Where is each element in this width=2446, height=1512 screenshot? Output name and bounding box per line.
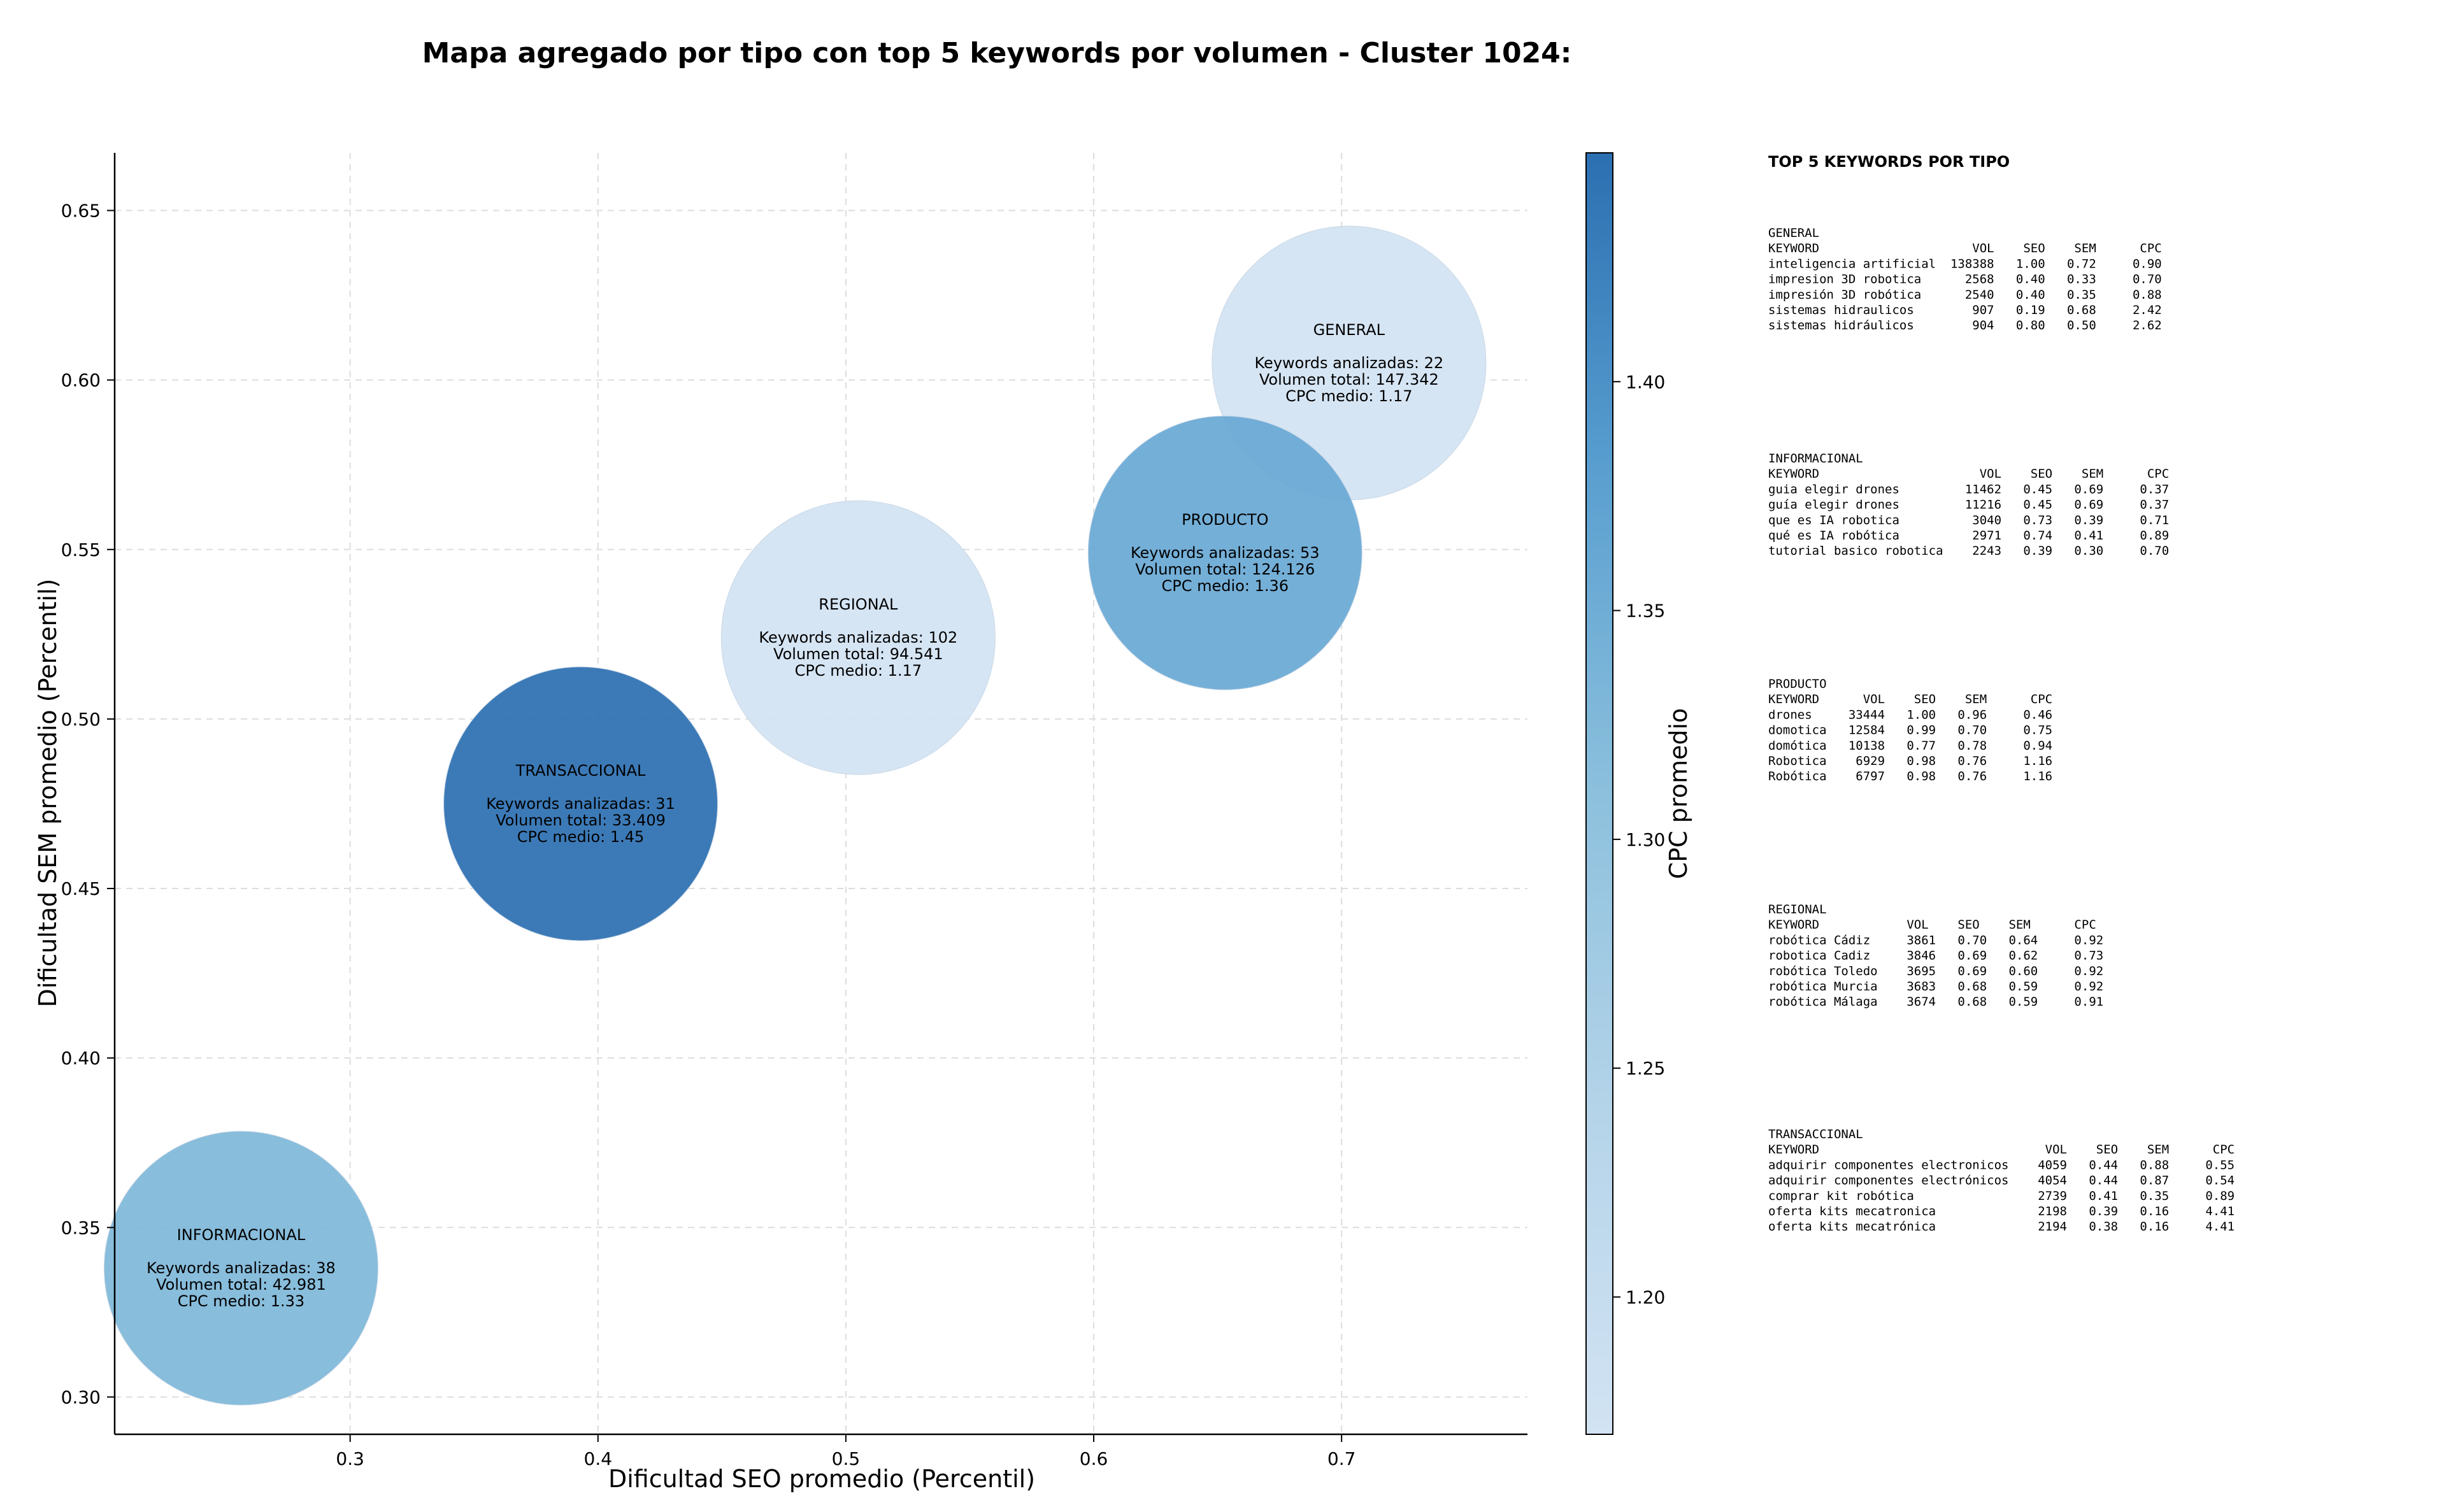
keyword-row: drones 33444 1.00 0.96 0.46 bbox=[1768, 708, 2052, 722]
y-tick-label: 0.65 bbox=[61, 200, 101, 221]
bubble-label-line: Keywords analizadas: 31 bbox=[486, 795, 675, 813]
y-tick-label: 0.40 bbox=[61, 1048, 101, 1069]
y-tick-label: 0.50 bbox=[61, 709, 101, 730]
bubble-label-line: Keywords analizadas: 53 bbox=[1131, 544, 1320, 562]
keyword-row: KEYWORD VOL SEO SEM CPC bbox=[1768, 241, 2162, 255]
keyword-row: sistemas hidraulicos 907 0.19 0.68 2.42 bbox=[1768, 303, 2162, 317]
axes: 0.3 0.4 0.5 0.6 0.7 0.30 0.35 0.40 0.45 0.50 0.55 0… bbox=[61, 153, 1527, 1469]
keyword-row: que es IA robotica 3040 0.73 0.39 0.71 bbox=[1768, 513, 2169, 527]
colorbar-tick-label: 1.25 bbox=[1626, 1058, 1665, 1079]
keyword-row: inteligencia artificial 138388 1.00 0.72… bbox=[1768, 257, 2162, 271]
bubble-label-line: CPC medio: 1.17 bbox=[1285, 387, 1413, 405]
keyword-row: sistemas hidráulicos 904 0.80 0.50 2.62 bbox=[1768, 318, 2162, 332]
keyword-row: robótica Murcia 3683 0.68 0.59 0.92 bbox=[1768, 980, 2103, 994]
bubble-transaccional: TRANSACCIONAL Keywords analizadas: 31Volu… bbox=[443, 666, 719, 941]
bubble-label-line: Keywords analizadas: 38 bbox=[147, 1259, 336, 1277]
bubble-label-line: Volumen total: 33.409 bbox=[496, 811, 666, 829]
y-tick-label: 0.35 bbox=[61, 1217, 101, 1238]
keyword-row: oferta kits mecatrónica 2194 0.38 0.16 4… bbox=[1768, 1220, 2235, 1234]
bubble-label-line: INFORMACIONAL bbox=[177, 1226, 306, 1244]
bubble-regional: REGIONAL Keywords analizadas: 102Volumen … bbox=[720, 500, 996, 775]
side-panel-heading: TOP 5 KEYWORDS POR TIPO bbox=[1768, 153, 2010, 171]
keyword-row: impresión 3D robótica 2540 0.40 0.35 0.8… bbox=[1768, 288, 2162, 302]
keyword-row: qué es IA robótica 2971 0.74 0.41 0.89 bbox=[1768, 529, 2169, 543]
keyword-row: Robótica 6797 0.98 0.76 1.16 bbox=[1768, 769, 2052, 783]
y-tick-label: 0.60 bbox=[61, 370, 101, 391]
bubble-informacional: INFORMACIONAL Keywords analizadas: 38Volu… bbox=[103, 1130, 378, 1406]
bubble-circle bbox=[103, 1130, 378, 1406]
bubble-label-line: Volumen total: 94.541 bbox=[773, 645, 943, 663]
bubble-label-line: CPC medio: 1.45 bbox=[517, 828, 645, 846]
keyword-row: robótica Cádiz 3861 0.70 0.64 0.92 bbox=[1768, 933, 2103, 947]
keyword-block-title: GENERAL bbox=[1768, 226, 1819, 240]
keyword-row: robótica Toledo 3695 0.69 0.60 0.92 bbox=[1768, 964, 2103, 978]
keyword-row: tutorial basico robotica 2243 0.39 0.30 … bbox=[1768, 544, 2169, 558]
keyword-block-title: PRODUCTO bbox=[1768, 677, 1827, 691]
y-tick-label: 0.55 bbox=[61, 539, 101, 560]
x-tick-label: 0.3 bbox=[336, 1448, 364, 1469]
keyword-row: KEYWORD VOL SEO SEM CPC bbox=[1768, 918, 2096, 932]
bubble-label-line: Keywords analizadas: 102 bbox=[759, 629, 957, 646]
keyword-row: domótica 10138 0.77 0.78 0.94 bbox=[1768, 739, 2052, 753]
keyword-row: KEYWORD VOL SEO SEM CPC bbox=[1768, 1143, 2235, 1157]
chart-title: Mapa agregado por tipo con top 5 keyword… bbox=[422, 37, 1572, 69]
keyword-row: domotica 12584 0.99 0.70 0.75 bbox=[1768, 724, 2052, 738]
keyword-row: oferta kits mecatronica 2198 0.39 0.16 4… bbox=[1768, 1204, 2235, 1218]
colorbar: 1.20 1.25 1.30 1.35 1.40 bbox=[1585, 152, 1665, 1435]
y-tick-label: 0.30 bbox=[61, 1387, 101, 1408]
bubble-circle bbox=[443, 666, 719, 941]
bubble-label-line: PRODUCTO bbox=[1182, 511, 1268, 529]
keyword-row: adquirir componentes electronicos 4059 0… bbox=[1768, 1158, 2235, 1172]
colorbar-tick-label: 1.40 bbox=[1626, 371, 1665, 392]
colorbar-tick-label: 1.35 bbox=[1626, 601, 1665, 622]
x-tick-label: 0.5 bbox=[832, 1448, 861, 1469]
x-tick-label: 0.7 bbox=[1327, 1448, 1356, 1469]
bubble-label-line: GENERAL bbox=[1313, 321, 1385, 339]
bubble-circle bbox=[720, 500, 996, 775]
bubble-circle bbox=[1087, 415, 1362, 690]
colorbar-gradient bbox=[1585, 152, 1613, 1435]
keyword-row: KEYWORD VOL SEO SEM CPC bbox=[1768, 467, 2169, 481]
bubble-label-line: REGIONAL bbox=[819, 596, 898, 613]
x-tick-label: 0.6 bbox=[1080, 1448, 1108, 1469]
keyword-row: robótica Málaga 3674 0.68 0.59 0.91 bbox=[1768, 995, 2103, 1009]
keyword-row: guia elegir drones 11462 0.45 0.69 0.37 bbox=[1768, 482, 2169, 496]
colorbar-label: CPC promedio bbox=[1664, 708, 1692, 880]
colorbar-tick-label: 1.30 bbox=[1626, 829, 1665, 850]
y-tick-label: 0.45 bbox=[61, 878, 101, 899]
keyword-row: guía elegir drones 11216 0.45 0.69 0.37 bbox=[1768, 498, 2169, 512]
bubble-label-line: Volumen total: 124.126 bbox=[1135, 560, 1315, 578]
bubble-label-line: Volumen total: 42.981 bbox=[156, 1276, 326, 1294]
bubble-label-line: CPC medio: 1.17 bbox=[795, 662, 922, 680]
colorbar-tick-label: 1.20 bbox=[1626, 1287, 1665, 1308]
keyword-row: Robotica 6929 0.98 0.76 1.16 bbox=[1768, 754, 2052, 768]
keyword-block-title: REGIONAL bbox=[1768, 902, 1827, 916]
keyword-row: robotica Cadiz 3846 0.69 0.62 0.73 bbox=[1768, 949, 2103, 963]
bubble-label-line: Keywords analizadas: 22 bbox=[1255, 354, 1444, 372]
bubble-label-line: TRANSACCIONAL bbox=[515, 762, 646, 780]
keyword-block-title: TRANSACCIONAL bbox=[1768, 1127, 1863, 1141]
bubble-label-line: Volumen total: 147.342 bbox=[1259, 371, 1439, 389]
x-axis-label: Dificultad SEO promedio (Percentil) bbox=[608, 1465, 1035, 1493]
keyword-row: comprar kit robótica 2739 0.41 0.35 0.89 bbox=[1768, 1189, 2235, 1203]
bubble-label-line: CPC medio: 1.33 bbox=[178, 1292, 305, 1310]
y-axis-label: Dificultad SEM promedio (Percentil) bbox=[34, 579, 62, 1008]
keyword-block-title: INFORMACIONAL bbox=[1768, 452, 1863, 466]
x-tick-label: 0.4 bbox=[584, 1448, 613, 1469]
keyword-row: impresion 3D robotica 2568 0.40 0.33 0.7… bbox=[1768, 273, 2162, 287]
keyword-row: adquirir componentes electrónicos 4054 0… bbox=[1768, 1174, 2235, 1188]
keyword-row: KEYWORD VOL SEO SEM CPC bbox=[1768, 692, 2052, 706]
bubble-label-line: CPC medio: 1.36 bbox=[1162, 577, 1289, 595]
